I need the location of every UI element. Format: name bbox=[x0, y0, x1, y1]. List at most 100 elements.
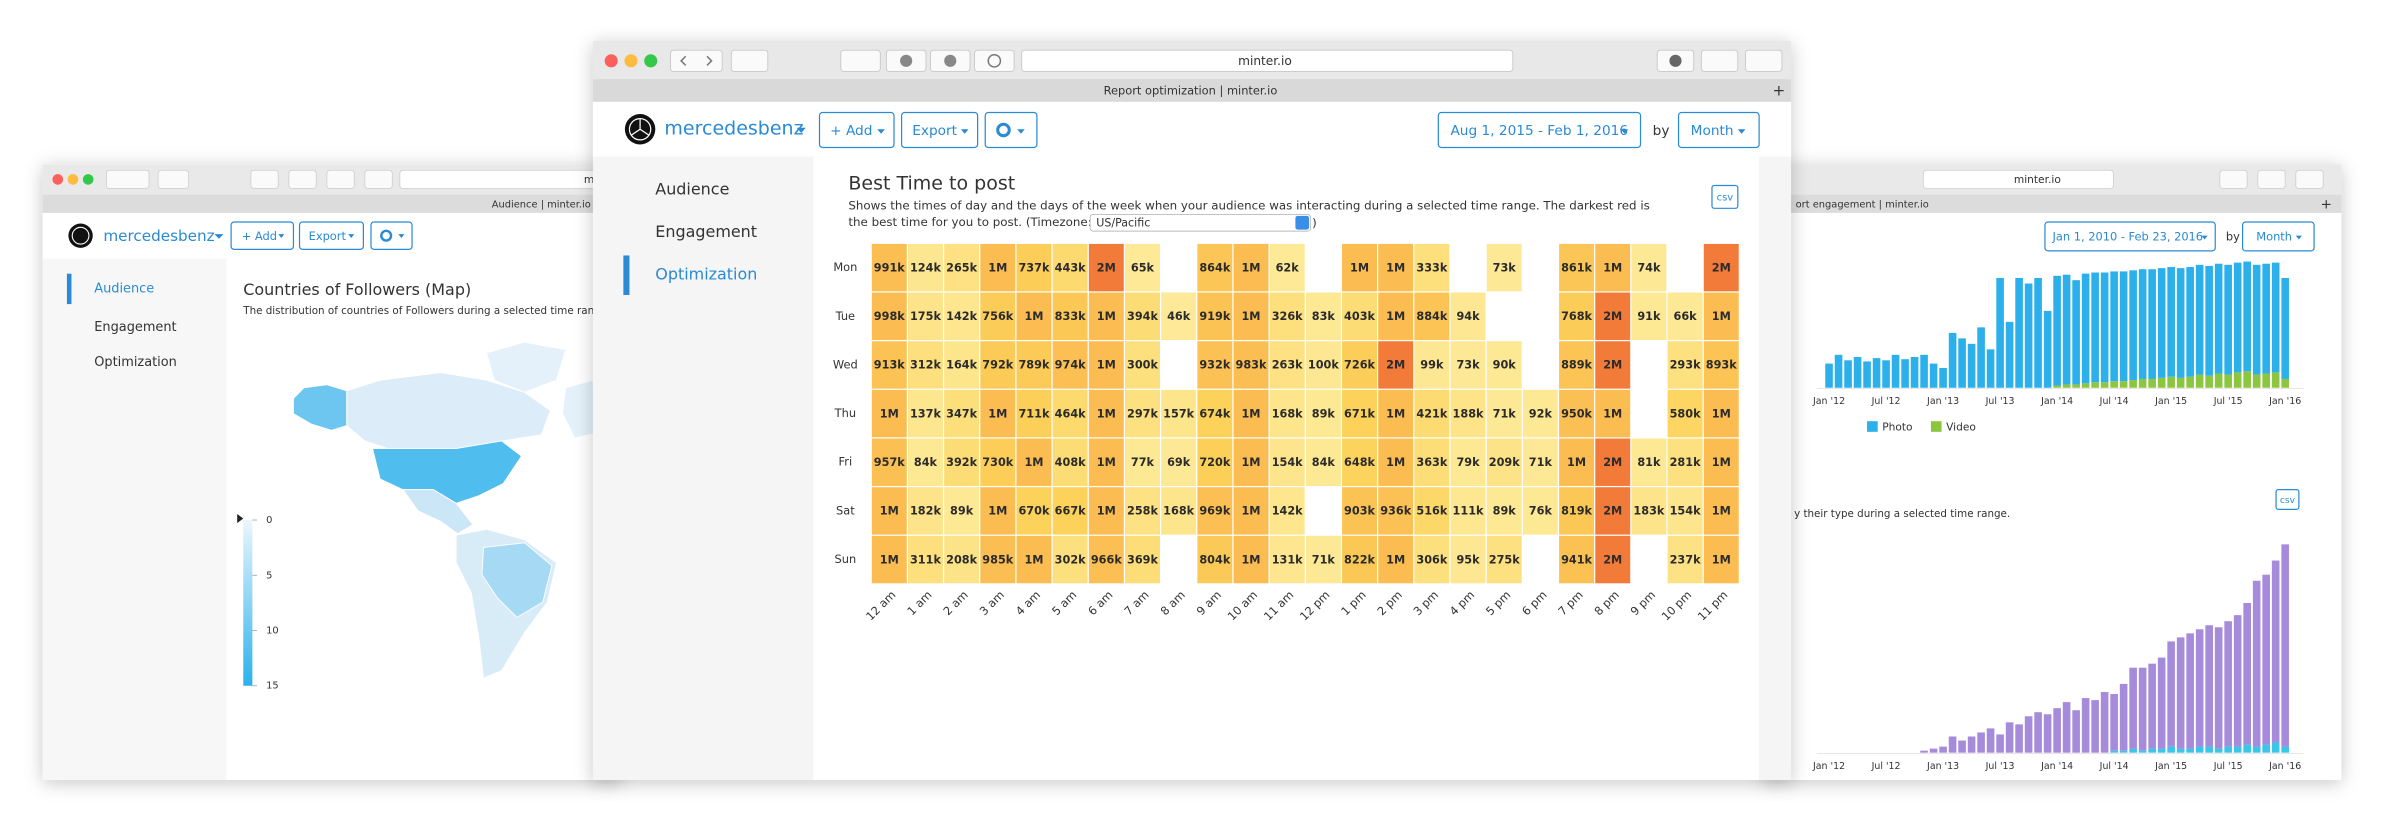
url-bar[interactable] bbox=[399, 169, 643, 189]
cell-label: 2M bbox=[1603, 359, 1622, 372]
heat-cell bbox=[1667, 438, 1703, 486]
x-tick-label: Jan '13 bbox=[1926, 761, 1959, 772]
caret bbox=[1737, 129, 1746, 134]
export-button[interactable] bbox=[298, 221, 364, 250]
cell-label: 258k bbox=[1127, 505, 1158, 518]
bar bbox=[1920, 750, 1928, 753]
zoom-button[interactable] bbox=[644, 54, 658, 68]
account-name[interactable]: mercedesbenz bbox=[103, 227, 214, 245]
timezone-select[interactable] bbox=[1089, 213, 1312, 232]
nav-item[interactable]: Audience bbox=[94, 281, 154, 296]
add-button[interactable] bbox=[818, 111, 895, 149]
cell-label: 822k bbox=[1344, 553, 1375, 566]
nav-item[interactable]: Optimization bbox=[655, 265, 757, 284]
url-bar[interactable] bbox=[1922, 169, 2114, 189]
account-name[interactable]: mercedesbenz bbox=[664, 118, 803, 140]
export-button[interactable] bbox=[900, 111, 979, 149]
cell-label: 1M bbox=[1386, 261, 1405, 274]
add-button[interactable] bbox=[230, 221, 295, 250]
bar bbox=[2195, 629, 2204, 747]
cell-label: 991k bbox=[874, 261, 905, 274]
back-forward[interactable] bbox=[670, 49, 723, 72]
bar bbox=[1891, 354, 1900, 388]
cell-label: 297k bbox=[1127, 407, 1158, 420]
bar bbox=[2091, 272, 2099, 383]
bar bbox=[2271, 742, 2280, 753]
sidebar-button[interactable] bbox=[730, 49, 769, 72]
extension-button[interactable] bbox=[250, 169, 279, 189]
extension-button[interactable] bbox=[974, 49, 1015, 72]
heat-cell bbox=[1414, 341, 1450, 389]
heat-cell bbox=[1486, 389, 1522, 438]
extension-button[interactable] bbox=[364, 169, 393, 189]
date-range-button[interactable] bbox=[1437, 111, 1642, 149]
extension-button[interactable] bbox=[288, 169, 317, 189]
settings-button[interactable] bbox=[984, 111, 1038, 149]
heat-cell bbox=[1269, 438, 1305, 486]
heat-cell bbox=[1125, 292, 1160, 340]
heat-cell bbox=[1052, 292, 1088, 340]
extension-button[interactable] bbox=[326, 169, 355, 189]
sidebar-button[interactable] bbox=[157, 169, 189, 189]
share-button[interactable] bbox=[2257, 169, 2286, 189]
cell-label: 46k bbox=[1167, 310, 1191, 323]
extension-button[interactable] bbox=[840, 49, 881, 72]
cell-label: 263k bbox=[1272, 359, 1303, 372]
tabs-button[interactable] bbox=[2295, 169, 2324, 189]
cell-label: 1M bbox=[1024, 553, 1043, 566]
csv-button[interactable] bbox=[1711, 184, 1739, 209]
cell-label: 363k bbox=[1416, 456, 1447, 469]
bar bbox=[1920, 354, 1928, 388]
close-button[interactable] bbox=[604, 54, 618, 68]
cell-label: 737k bbox=[1018, 261, 1049, 274]
heat-cell bbox=[1125, 438, 1160, 486]
bar bbox=[2214, 748, 2223, 753]
new-tab[interactable]: + bbox=[2320, 197, 2331, 213]
heat-cell bbox=[1233, 487, 1269, 535]
date-range-button[interactable] bbox=[2044, 221, 2216, 252]
cell-label: 1M bbox=[1097, 407, 1116, 420]
caret bbox=[796, 127, 806, 134]
map-title: Countries of Followers (Map) bbox=[243, 280, 471, 299]
heat-cell bbox=[1125, 243, 1160, 292]
bar bbox=[2205, 746, 2213, 753]
x-tick-label: Jul '12 bbox=[1871, 761, 1901, 772]
tab-title[interactable]: Report optimization | minter.io bbox=[1104, 84, 1278, 98]
cell-label: 164k bbox=[946, 359, 977, 372]
nav-buttons[interactable] bbox=[106, 169, 150, 189]
zoom-button[interactable] bbox=[82, 174, 94, 185]
bar bbox=[2176, 637, 2185, 749]
tab-title[interactable]: Audience | minter.io bbox=[492, 200, 591, 211]
cell-label: 74k bbox=[1637, 261, 1661, 274]
close-button[interactable] bbox=[52, 174, 64, 185]
bar bbox=[2186, 748, 2194, 753]
x-tick-label: Jan '12 bbox=[1812, 761, 1845, 772]
new-tab[interactable]: + bbox=[1773, 82, 1786, 100]
nav-item[interactable]: Engagement bbox=[94, 320, 176, 335]
period-button[interactable] bbox=[1677, 111, 1760, 149]
bar bbox=[2176, 268, 2185, 378]
csv-button[interactable] bbox=[2275, 489, 2300, 510]
tabs-button[interactable] bbox=[1744, 49, 1783, 72]
share-button[interactable] bbox=[1700, 49, 1739, 72]
cell-label: 302k bbox=[1055, 553, 1086, 566]
nav-item[interactable]: Engagement bbox=[655, 222, 757, 241]
heat-cell bbox=[1161, 389, 1197, 438]
x-tick-label: Jan '12 bbox=[1812, 396, 1845, 407]
bar bbox=[2167, 641, 2175, 747]
period-button[interactable] bbox=[2241, 221, 2315, 252]
tab-title[interactable]: ort engagement | minter.io bbox=[1796, 200, 1929, 211]
cell-label: 2M bbox=[1603, 505, 1622, 518]
legend-pointer bbox=[237, 513, 244, 524]
nav-item[interactable]: Audience bbox=[655, 180, 729, 199]
bar bbox=[2195, 374, 2204, 388]
heat-cell bbox=[980, 438, 1016, 486]
nav-item[interactable]: Optimization bbox=[94, 355, 177, 370]
minimize-button[interactable] bbox=[67, 174, 79, 185]
right-window-content: minter.io ort engagement | minter.io + J… bbox=[1763, 164, 2342, 772]
url-bar[interactable] bbox=[1021, 49, 1514, 72]
minimize-button[interactable] bbox=[624, 54, 638, 68]
download-button[interactable] bbox=[2219, 169, 2248, 189]
heat-cell bbox=[1269, 487, 1305, 535]
